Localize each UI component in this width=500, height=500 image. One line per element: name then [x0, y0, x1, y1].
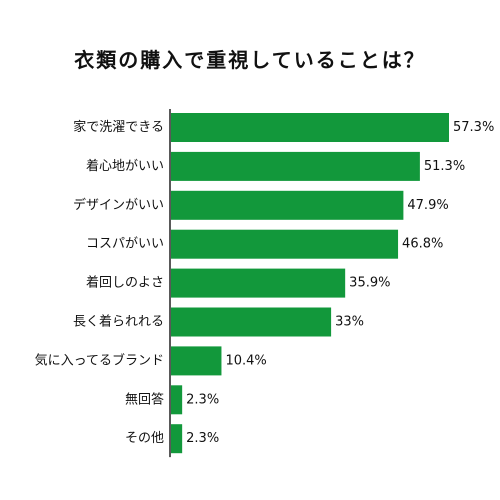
- value-label: 46.8%: [402, 237, 443, 252]
- category-label: 家で洗濯できる: [73, 119, 164, 135]
- value-label: 2.3%: [186, 392, 219, 407]
- category-label: 気に入ってるブランド: [35, 352, 164, 368]
- value-label: 10.4%: [225, 353, 266, 368]
- bar: [171, 113, 449, 142]
- category-label: デザインがいい: [73, 197, 164, 213]
- bar: [171, 190, 404, 220]
- bar: [171, 268, 346, 298]
- value-label: 33%: [335, 315, 364, 330]
- category-label: 着心地がいい: [86, 158, 164, 174]
- category-label: 長く着られれる: [73, 314, 164, 330]
- value-label: 2.3%: [186, 431, 219, 446]
- bar: [171, 151, 420, 181]
- value-label: 47.9%: [407, 198, 448, 213]
- bar: [171, 229, 399, 259]
- bar: [171, 346, 222, 376]
- bar: [171, 385, 183, 415]
- category-label: その他: [125, 431, 164, 446]
- category-label: 着回しのよさ: [86, 275, 164, 291]
- bar: [171, 424, 183, 454]
- bar: [171, 307, 332, 337]
- category-label: コスパがいい: [86, 237, 164, 252]
- value-label: 57.3%: [453, 120, 494, 135]
- value-label: 51.3%: [424, 159, 465, 174]
- value-label: 35.9%: [349, 276, 390, 291]
- chart-title: 衣類の購入で重視していることは？: [74, 48, 426, 72]
- category-label: 無回答: [125, 391, 164, 407]
